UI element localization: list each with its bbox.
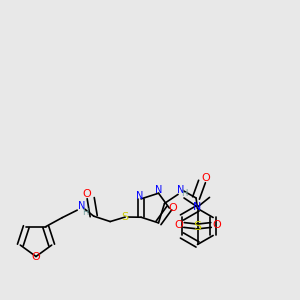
Text: N: N: [155, 184, 162, 195]
Text: N: N: [136, 191, 143, 201]
Text: H: H: [82, 208, 89, 217]
Text: N: N: [78, 201, 85, 211]
Text: N: N: [177, 184, 184, 195]
Text: N: N: [193, 202, 202, 212]
Text: S: S: [122, 212, 129, 222]
Text: O: O: [32, 251, 40, 262]
Text: O: O: [212, 220, 221, 230]
Text: O: O: [174, 220, 183, 230]
Text: H: H: [182, 189, 188, 198]
Text: O: O: [201, 173, 210, 183]
Text: O: O: [83, 189, 92, 199]
Text: O: O: [168, 203, 177, 213]
Text: S: S: [194, 220, 202, 233]
